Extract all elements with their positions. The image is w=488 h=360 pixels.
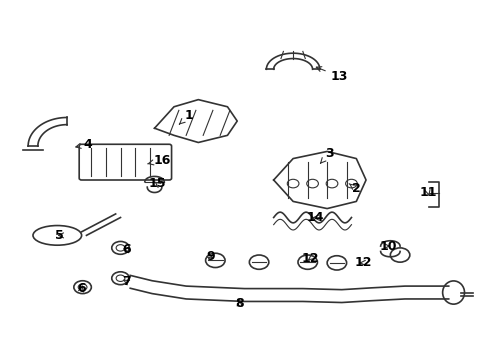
Text: 3: 3 (320, 147, 333, 163)
Text: 5: 5 (55, 229, 64, 242)
Text: 2: 2 (348, 183, 360, 195)
Text: 15: 15 (148, 177, 165, 190)
Text: 12: 12 (354, 256, 372, 269)
Text: 7: 7 (122, 275, 131, 288)
Text: 9: 9 (206, 250, 214, 263)
Text: 13: 13 (316, 67, 347, 83)
Text: 6: 6 (122, 243, 131, 256)
Text: 16: 16 (147, 154, 170, 167)
Text: 14: 14 (305, 211, 323, 224)
Text: 12: 12 (301, 252, 318, 265)
Text: 6: 6 (77, 283, 86, 296)
Text: 10: 10 (378, 240, 396, 253)
Text: 4: 4 (76, 138, 92, 151)
Text: 8: 8 (235, 297, 244, 310)
Text: 1: 1 (179, 109, 193, 124)
Text: 11: 11 (419, 186, 436, 199)
